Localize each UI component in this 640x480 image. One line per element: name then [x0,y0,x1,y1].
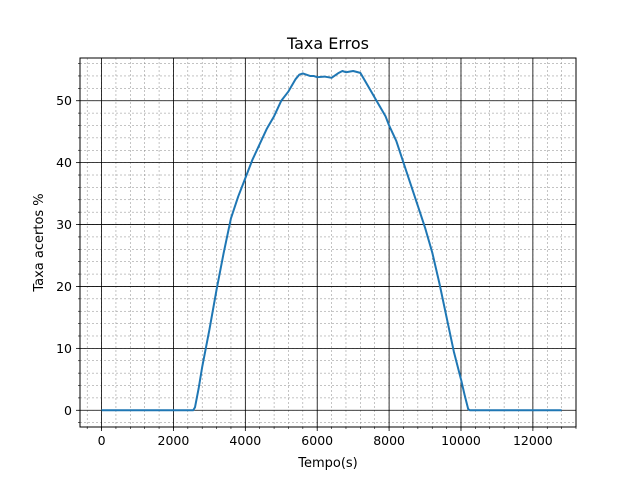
x-tick-label: 0 [98,433,106,448]
x-tick-label: 10000 [441,433,481,448]
x-tick-label: 2000 [158,433,190,448]
y-tick-label: 50 [56,93,72,108]
x-tick-label: 4000 [229,433,261,448]
y-tick-label: 40 [56,155,72,170]
y-tick-label: 0 [64,403,72,418]
y-tick-label: 30 [56,217,72,232]
plot-frame [79,57,577,428]
y-axis-label: Taxa acertos % [32,193,47,292]
x-tick-label: 12000 [513,433,553,448]
x-tick-label: 8000 [373,433,405,448]
series-layer [101,70,562,412]
y-tick-label: 20 [56,279,72,294]
y-tick-label: 10 [56,341,72,356]
series-line [101,70,562,412]
ticks: 0 2000 4000 6000 8000 10000 12000 0 10 20 30 40 50 [56,63,577,448]
chart-title: Taxa Erros [286,34,369,53]
x-tick-label: 6000 [301,433,333,448]
x-axis-label: Tempo(s) [297,456,358,471]
